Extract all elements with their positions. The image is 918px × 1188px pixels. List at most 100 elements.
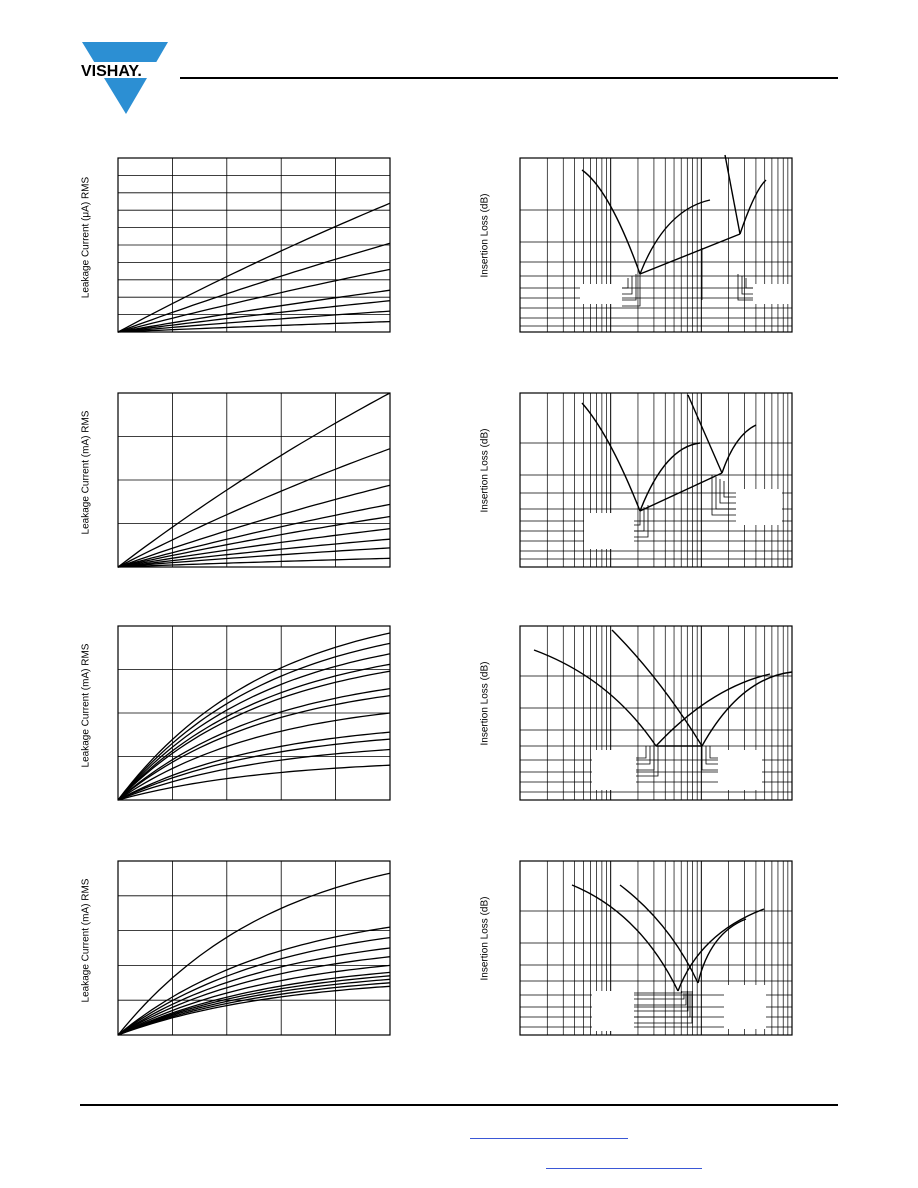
y-axis-label: Leakage Current (μA) RMS [80, 176, 92, 299]
leader-line [634, 505, 649, 538]
curve [697, 918, 747, 984]
curve [117, 392, 391, 568]
leakage-plot-1 [117, 157, 391, 333]
leader-line [634, 991, 687, 1006]
curve [739, 179, 767, 235]
curve [117, 310, 391, 333]
curve [581, 402, 641, 512]
curve [117, 484, 391, 568]
curve [701, 671, 793, 747]
curve [117, 731, 391, 801]
insertion-loss-plot-3 [519, 625, 793, 801]
curve [639, 199, 711, 275]
plot-frame [519, 860, 793, 1036]
leader-line [715, 477, 736, 510]
leader-line [719, 479, 736, 504]
y-axis-label: Leakage Current (mA) RMS [80, 643, 92, 768]
curve [117, 503, 391, 568]
leader-line [737, 274, 753, 301]
curve [117, 632, 391, 801]
y-axis-label: Insertion Loss (dB) [479, 193, 491, 278]
curve [117, 202, 391, 333]
curve [655, 673, 771, 747]
leakage-plot-2 [117, 392, 391, 568]
curve [117, 978, 391, 1036]
footer-rule [80, 1104, 838, 1106]
leader-line [634, 991, 691, 1018]
insertion-loss-chart-4: Insertion Loss (dB) [470, 853, 810, 1043]
curve [117, 926, 391, 1036]
insertion-loss-plot-2 [519, 392, 793, 568]
brand-text: VISHAY. [81, 63, 142, 80]
legend-box [580, 284, 622, 304]
header-rule [180, 77, 838, 79]
leader-line [745, 278, 753, 289]
curve [533, 649, 657, 747]
curve [117, 557, 391, 568]
curve [117, 764, 391, 801]
leader-line [634, 509, 641, 526]
y-axis-label: Insertion Loss (dB) [479, 428, 491, 513]
legend-box [592, 991, 634, 1031]
curve [619, 884, 699, 984]
curve [117, 547, 391, 568]
leader-line [741, 276, 753, 295]
curve [117, 289, 391, 333]
curve [117, 985, 391, 1036]
curve [117, 971, 391, 1036]
insertion-loss-plot-4 [519, 860, 793, 1036]
curve [117, 300, 391, 333]
leader-line [634, 991, 685, 1000]
legend-box [718, 750, 762, 790]
curve [117, 320, 391, 333]
curve [724, 154, 741, 235]
leader-line [622, 276, 633, 295]
leakage-plot-4 [117, 860, 391, 1036]
leader-line [636, 746, 651, 765]
leader-line [701, 746, 718, 771]
leader-line [709, 746, 718, 759]
leakage-plot-3 [117, 625, 391, 801]
legend-box [592, 750, 636, 790]
curve [117, 975, 391, 1036]
leader-line [634, 991, 689, 1012]
curve [117, 872, 391, 1036]
curve [117, 956, 391, 1036]
curve [117, 268, 391, 333]
insertion-loss-chart-3: Insertion Loss (dB) [470, 618, 810, 808]
curve [581, 169, 641, 275]
curve [117, 642, 391, 801]
plot-frame [519, 625, 793, 801]
curve [117, 538, 391, 568]
curve [117, 738, 391, 801]
plot-frame [519, 157, 793, 333]
curve [117, 748, 391, 801]
curve [677, 908, 765, 992]
leader-line [622, 278, 629, 289]
curve [117, 670, 391, 801]
curve [721, 424, 757, 474]
vishay-logo: VISHAY. [80, 42, 180, 114]
curve [117, 687, 391, 801]
curve [117, 712, 391, 801]
curve [117, 982, 391, 1036]
leakage-chart-3: Leakage Current (mA) RMS [68, 618, 408, 808]
leader-line [636, 746, 655, 771]
curve [639, 472, 723, 512]
curve [571, 884, 679, 992]
curve [639, 233, 741, 275]
y-axis-label: Leakage Current (mA) RMS [80, 410, 92, 535]
curve [611, 629, 703, 747]
legend-box [736, 489, 782, 525]
y-axis-label: Insertion Loss (dB) [479, 896, 491, 981]
leakage-chart-4: Leakage Current (mA) RMS [68, 853, 408, 1043]
leader-line [622, 272, 641, 307]
curve [117, 528, 391, 568]
leader-line [636, 746, 659, 777]
footer-link-1[interactable] [470, 1138, 628, 1139]
footer-link-2[interactable] [546, 1168, 702, 1169]
leader-line [711, 475, 736, 516]
insertion-loss-chart-1: Insertion Loss (dB) [470, 150, 810, 340]
plot-frame [519, 392, 793, 568]
leader-line [634, 991, 683, 994]
